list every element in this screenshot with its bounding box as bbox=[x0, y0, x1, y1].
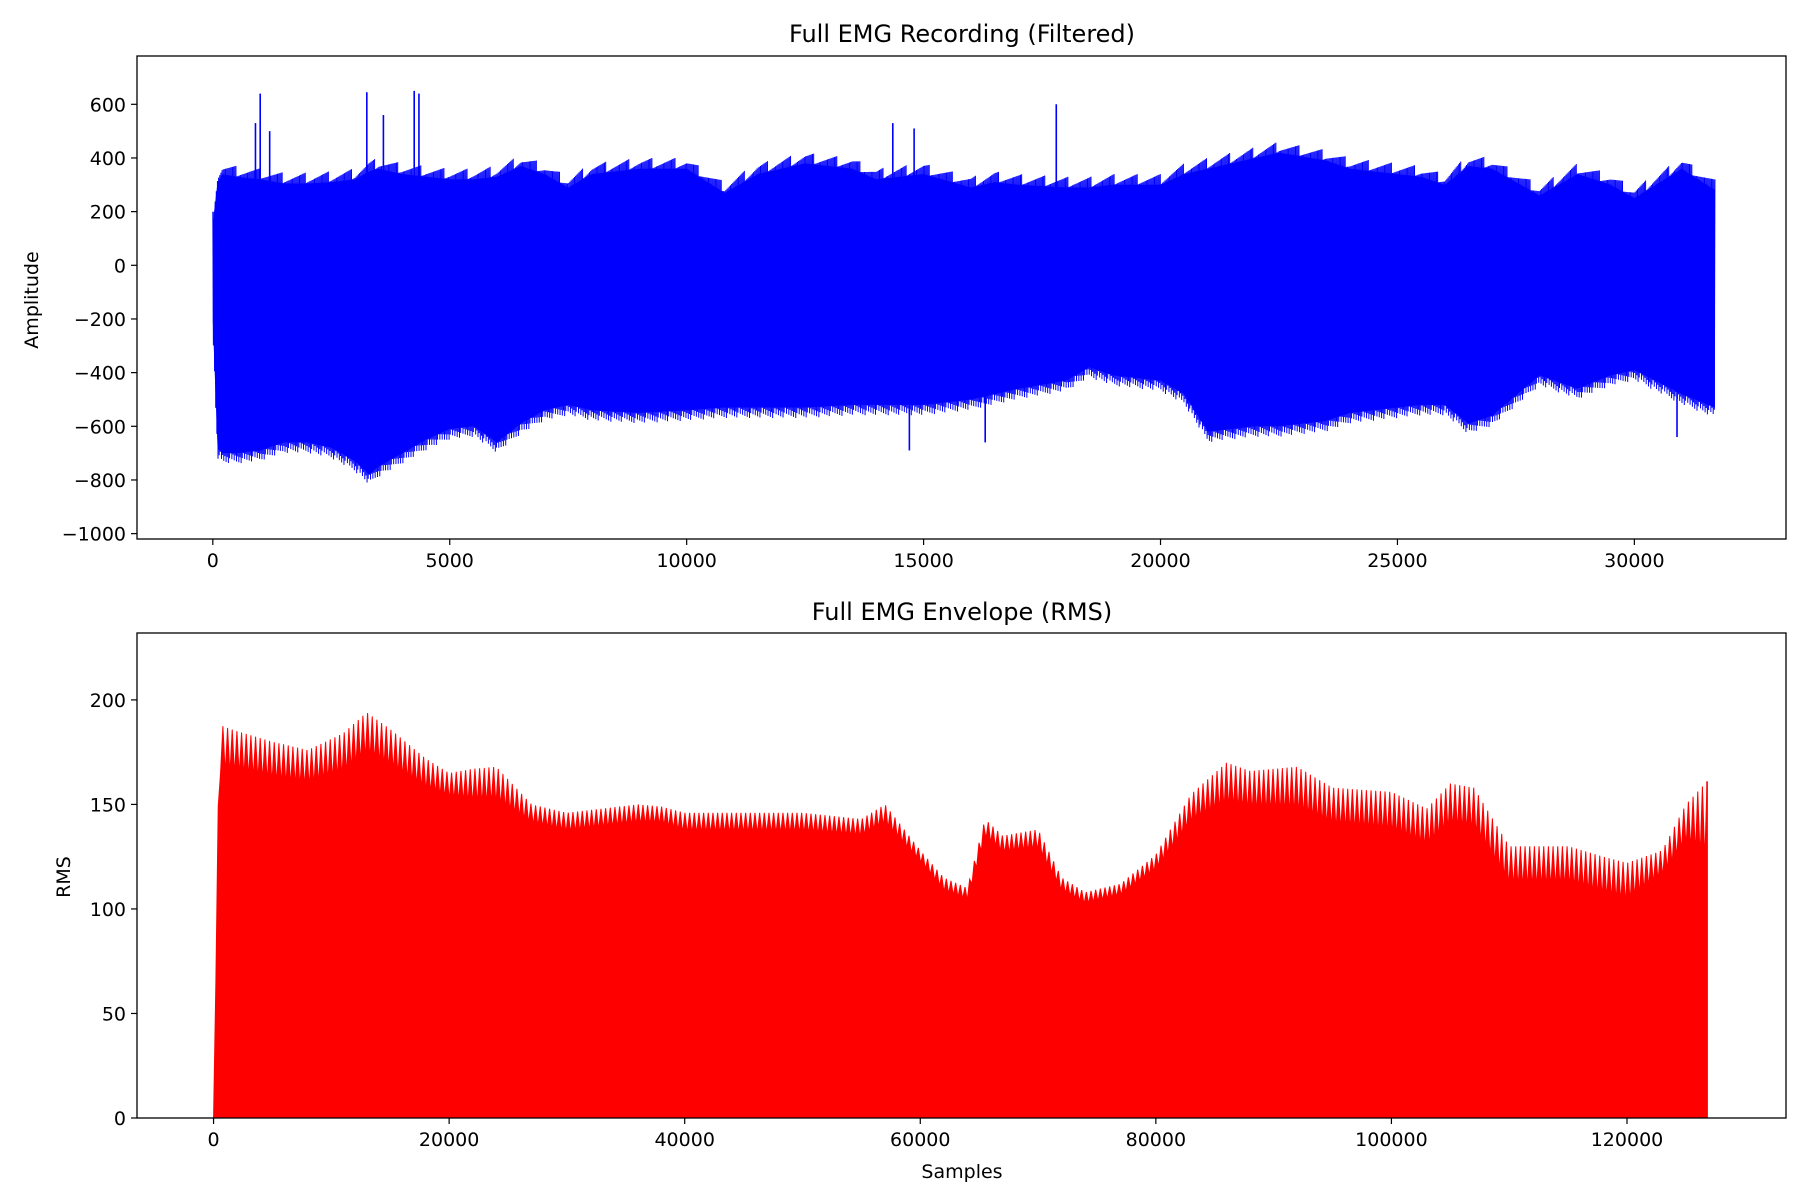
emg-recording-ytick-label: −200 bbox=[74, 309, 126, 331]
emg-recording-ytick-label: −1000 bbox=[62, 524, 126, 546]
emg-envelope-xtick-label: 60000 bbox=[890, 1129, 950, 1151]
emg-recording-ytick-label: 600 bbox=[90, 94, 126, 116]
emg-envelope-ylabel: RMS bbox=[53, 856, 75, 898]
emg-recording-xtick-label: 15000 bbox=[893, 550, 953, 572]
emg-envelope-ytick-label: 100 bbox=[90, 899, 126, 921]
emg-envelope-ytick-label: 0 bbox=[114, 1108, 126, 1130]
emg-recording-ytick-label: 0 bbox=[114, 255, 126, 277]
emg-recording-xtick-label: 25000 bbox=[1367, 550, 1427, 572]
emg-recording-ylabel: Amplitude bbox=[21, 251, 43, 348]
emg-envelope-xtick-label: 40000 bbox=[654, 1129, 714, 1151]
emg-envelope-ytick-label: 50 bbox=[102, 1003, 126, 1025]
emg-recording-xtick-label: 20000 bbox=[1130, 550, 1190, 572]
emg-recording-xtick-label: 30000 bbox=[1604, 550, 1664, 572]
emg-recording-ytick-label: −400 bbox=[74, 363, 126, 385]
emg-recording-xtick-label: 10000 bbox=[656, 550, 716, 572]
emg-recording-ytick-label: 400 bbox=[90, 148, 126, 170]
emg-envelope-xtick-label: 120000 bbox=[1591, 1129, 1664, 1151]
emg-envelope-xtick-label: 80000 bbox=[1126, 1129, 1186, 1151]
emg-recording-ytick-label: −600 bbox=[74, 416, 126, 438]
emg-envelope-title: Full EMG Envelope (RMS) bbox=[812, 598, 1112, 626]
emg-recording-xtick-label: 0 bbox=[207, 550, 219, 572]
emg-recording-xtick-label: 5000 bbox=[426, 550, 474, 572]
emg-envelope-xtick-label: 20000 bbox=[419, 1129, 479, 1151]
emg-recording-ytick-label: −800 bbox=[74, 470, 126, 492]
emg-recording-title: Full EMG Recording (Filtered) bbox=[789, 20, 1135, 48]
emg-recording-ytick-label: 200 bbox=[90, 202, 126, 224]
emg-envelope-ytick-label: 200 bbox=[90, 690, 126, 712]
emg-envelope-xtick-label: 0 bbox=[208, 1129, 220, 1151]
emg-envelope-xtick-label: 100000 bbox=[1355, 1129, 1428, 1151]
emg-envelope-xlabel: Samples bbox=[921, 1161, 1002, 1183]
emg-envelope-ytick-label: 150 bbox=[90, 794, 126, 816]
